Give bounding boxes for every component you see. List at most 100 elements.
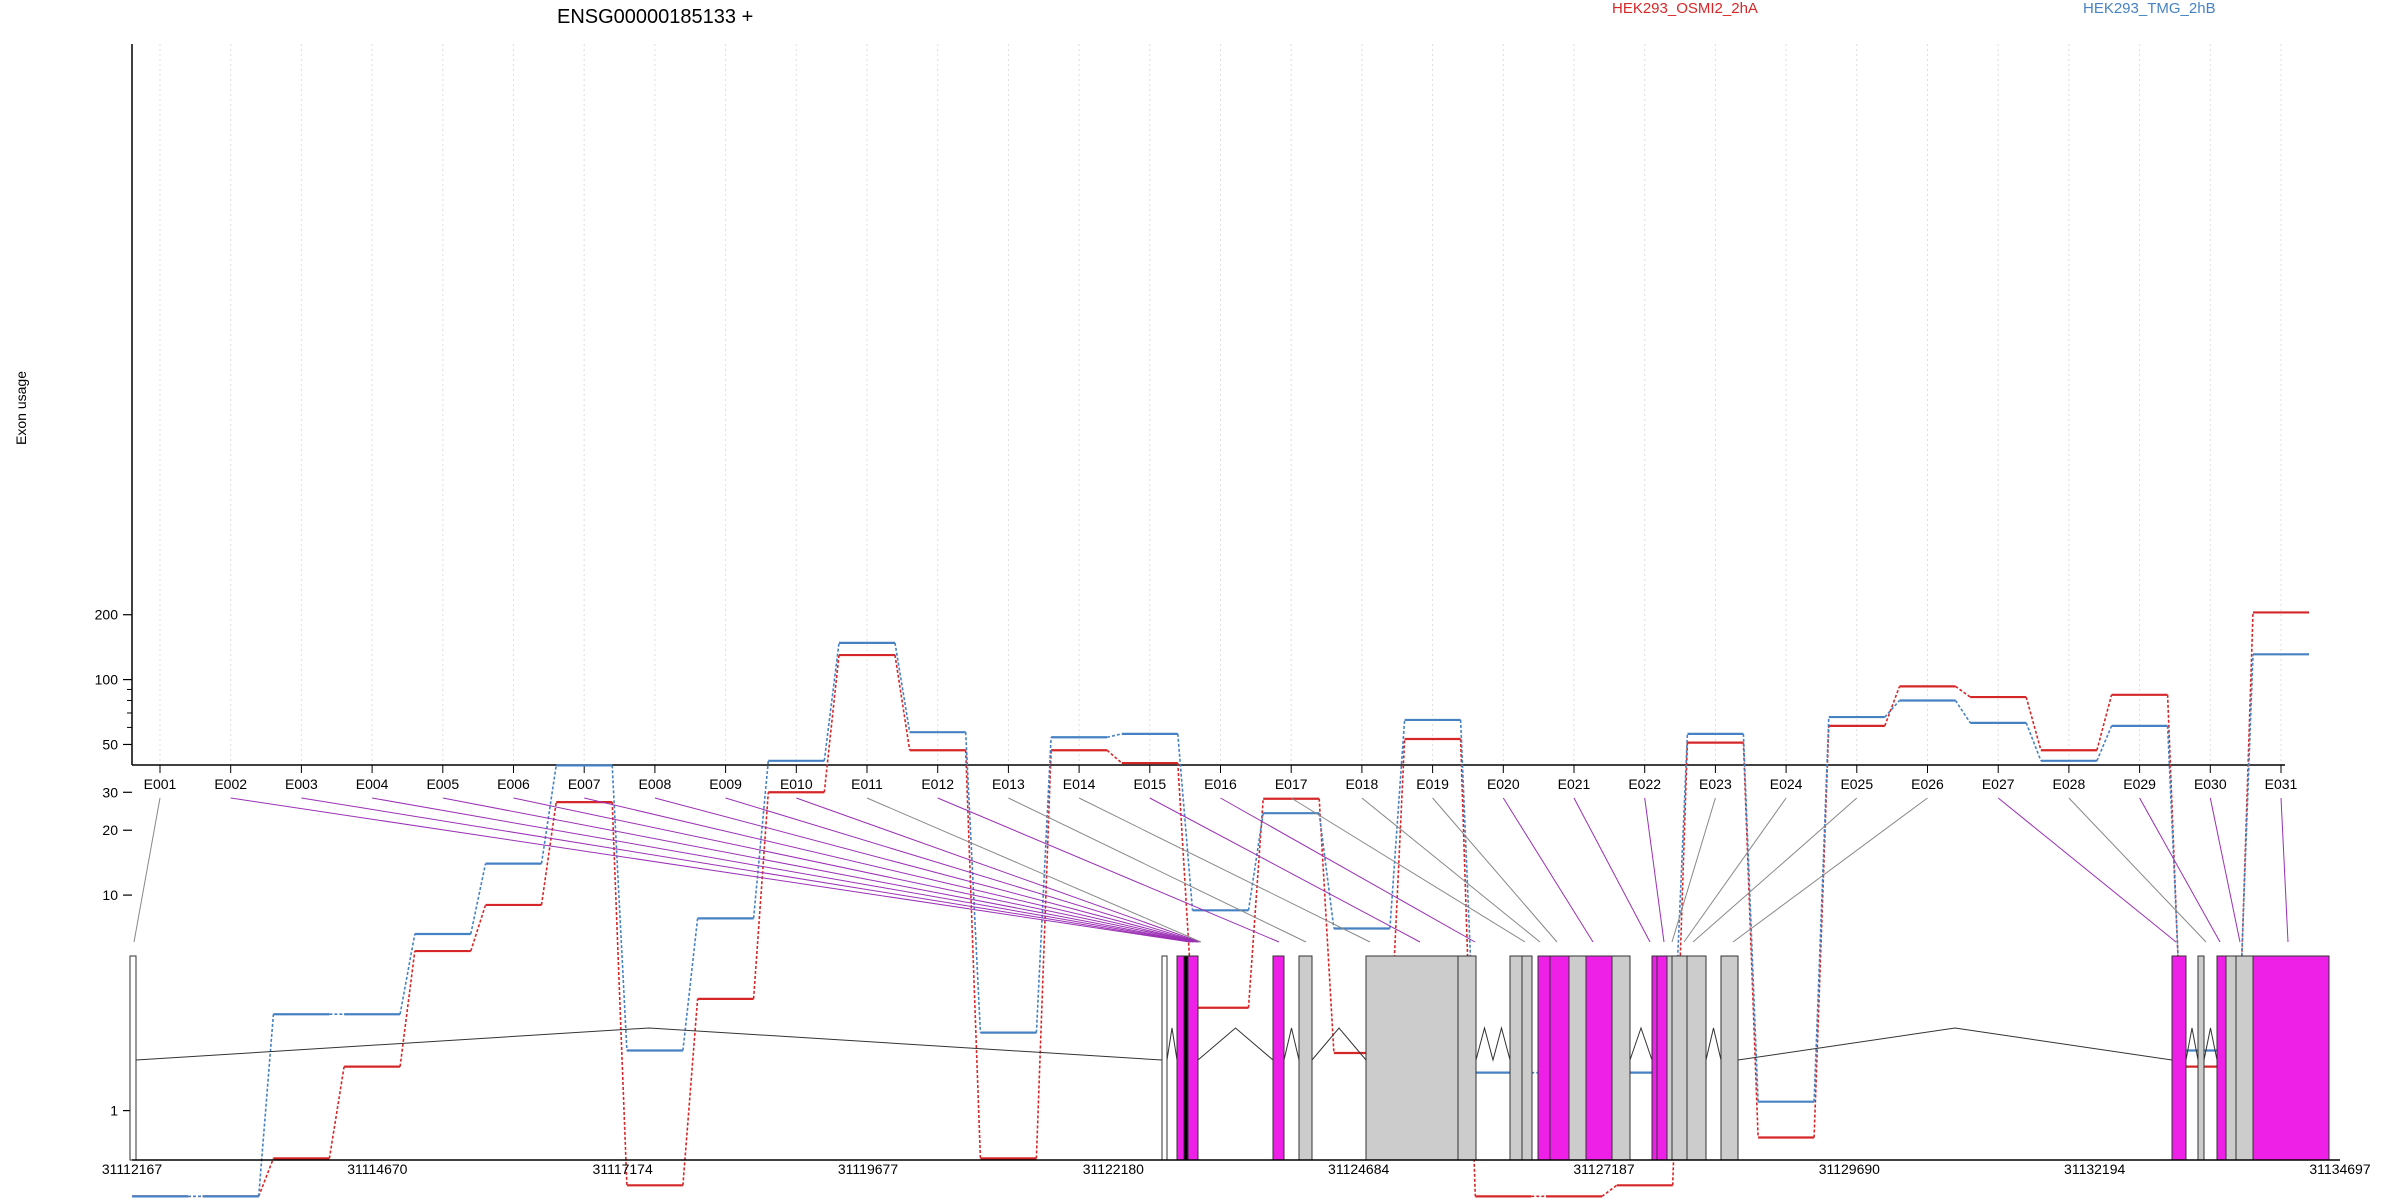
x-tick-label: E002 — [214, 776, 247, 792]
x-tick-label: E028 — [2053, 776, 2086, 792]
exon-connector — [1644, 797, 1665, 943]
intron-line — [1475, 1026, 1511, 1062]
genomic-position-axis: 31112167 31114670 31117174 31119677 31122180… — [102, 1159, 2371, 1177]
exon-connector — [2280, 797, 2289, 943]
x-tick-label: E021 — [1558, 776, 1591, 792]
x-tick-label: E011 — [851, 776, 883, 792]
exon-connector — [584, 797, 1198, 943]
x-tick-label: E025 — [1840, 776, 1873, 792]
x-tick-label: E013 — [992, 776, 1025, 792]
x-tick-label: E001 — [144, 776, 177, 792]
series-connector — [1742, 733, 1759, 1102]
exon-block — [1666, 955, 1673, 1161]
series-connector — [1601, 1184, 1618, 1197]
position-tick-label: 31124684 — [1328, 1161, 1389, 1177]
position-tick-label: 31134697 — [2309, 1161, 2370, 1177]
y-axis-label: Exon usage — [13, 371, 29, 445]
x-tick-label: E009 — [709, 776, 742, 792]
intron-line — [1311, 1027, 1367, 1061]
exon-block — [1183, 955, 1189, 1161]
series-connector — [1742, 742, 1759, 1138]
position-tick-label: 31129690 — [1819, 1161, 1880, 1177]
exon-block — [1537, 955, 1551, 1161]
series-connector — [823, 654, 840, 793]
exon-block — [2235, 955, 2254, 1161]
series-connector — [1884, 686, 1901, 727]
series-connector — [399, 950, 416, 1067]
exon-connector — [2139, 797, 2221, 943]
exon-connector — [513, 797, 1197, 943]
intron-line — [1166, 1027, 1178, 1061]
exon-connector — [937, 797, 1280, 943]
y-tick-label: 100 — [95, 672, 119, 688]
series-connector — [1247, 813, 1264, 911]
x-tick-label: E005 — [426, 776, 459, 792]
position-tick-label: 31117174 — [593, 1161, 653, 1177]
gene-model — [129, 955, 2330, 1161]
position-tick-label: 31119677 — [838, 1161, 898, 1177]
exon-connector — [796, 797, 1201, 943]
x-tick-label: E020 — [1487, 776, 1520, 792]
series-connector — [1884, 699, 1901, 718]
exon-connector — [1573, 797, 1651, 943]
series-connector — [2096, 694, 2113, 751]
exon-block — [1686, 955, 1707, 1161]
intron-line — [135, 1027, 1163, 1061]
exon-connector — [301, 797, 1192, 943]
exon-connector — [866, 797, 1202, 943]
exon-connector — [372, 797, 1194, 943]
series-connector — [1177, 762, 1194, 1008]
series-connector — [894, 654, 911, 751]
exon-block — [2197, 955, 2205, 1161]
series-connector — [2025, 696, 2042, 751]
exon-block — [2225, 955, 2237, 1161]
exon-block — [1521, 955, 1533, 1161]
exon-connector — [133, 797, 161, 943]
exon-block — [1656, 955, 1668, 1161]
y-tick-label: 1 — [110, 1103, 118, 1119]
legend-item-osmi2: HEK293_OSMI2_2hA — [1612, 0, 1758, 17]
series-connector — [752, 792, 770, 999]
legend-item-tmg: HEK293_TMG_2hB — [2083, 0, 2216, 17]
x-tick-label: E024 — [1770, 776, 1803, 792]
exon-connector — [2068, 797, 2207, 943]
series-connector — [1813, 717, 1830, 1102]
exon-block — [1509, 955, 1523, 1161]
exon-connector — [1732, 797, 1928, 943]
position-tick-label: 31127187 — [1573, 1161, 1634, 1177]
x-tick-label: E003 — [285, 776, 318, 792]
series-connector — [682, 918, 699, 1051]
x-tick-label: E030 — [2194, 776, 2227, 792]
x-tick-label: E022 — [1628, 776, 1661, 792]
series-connector — [1106, 749, 1123, 764]
x-tick-label: E007 — [568, 776, 601, 792]
y-tick-label: 10 — [102, 887, 118, 903]
exon-connector — [1671, 797, 1716, 943]
series-connector — [1459, 719, 1477, 1073]
y-tick-label: 200 — [95, 607, 119, 623]
series-connector — [964, 750, 982, 1159]
exon-block — [129, 955, 137, 1161]
exon-block — [2216, 955, 2227, 1161]
y-axis: 1 10 20 30 50 100 200 — [95, 44, 133, 1119]
exon-block — [1611, 955, 1631, 1161]
exon-connector — [230, 797, 1191, 943]
exon-connector — [1290, 797, 1526, 943]
position-tick-label: 31114670 — [347, 1161, 407, 1177]
series-connector — [1955, 685, 1971, 698]
series-connector — [823, 642, 840, 761]
series-connector — [611, 802, 628, 1186]
x-tick-label: E016 — [1204, 776, 1237, 792]
x-tick-label: E004 — [356, 776, 389, 792]
x-tick-label: E027 — [1982, 776, 2015, 792]
series-connector — [470, 863, 487, 935]
exon-connector — [1502, 797, 1594, 943]
series-connector — [2025, 722, 2042, 762]
series-connector — [1177, 733, 1194, 911]
x-tick-label: E031 — [2265, 776, 2298, 792]
exon-connectors — [133, 797, 2289, 943]
series-connector — [1318, 813, 1335, 929]
exon-connector — [1432, 797, 1558, 943]
series-connector — [1813, 725, 1830, 1138]
exon-block — [1457, 955, 1477, 1161]
